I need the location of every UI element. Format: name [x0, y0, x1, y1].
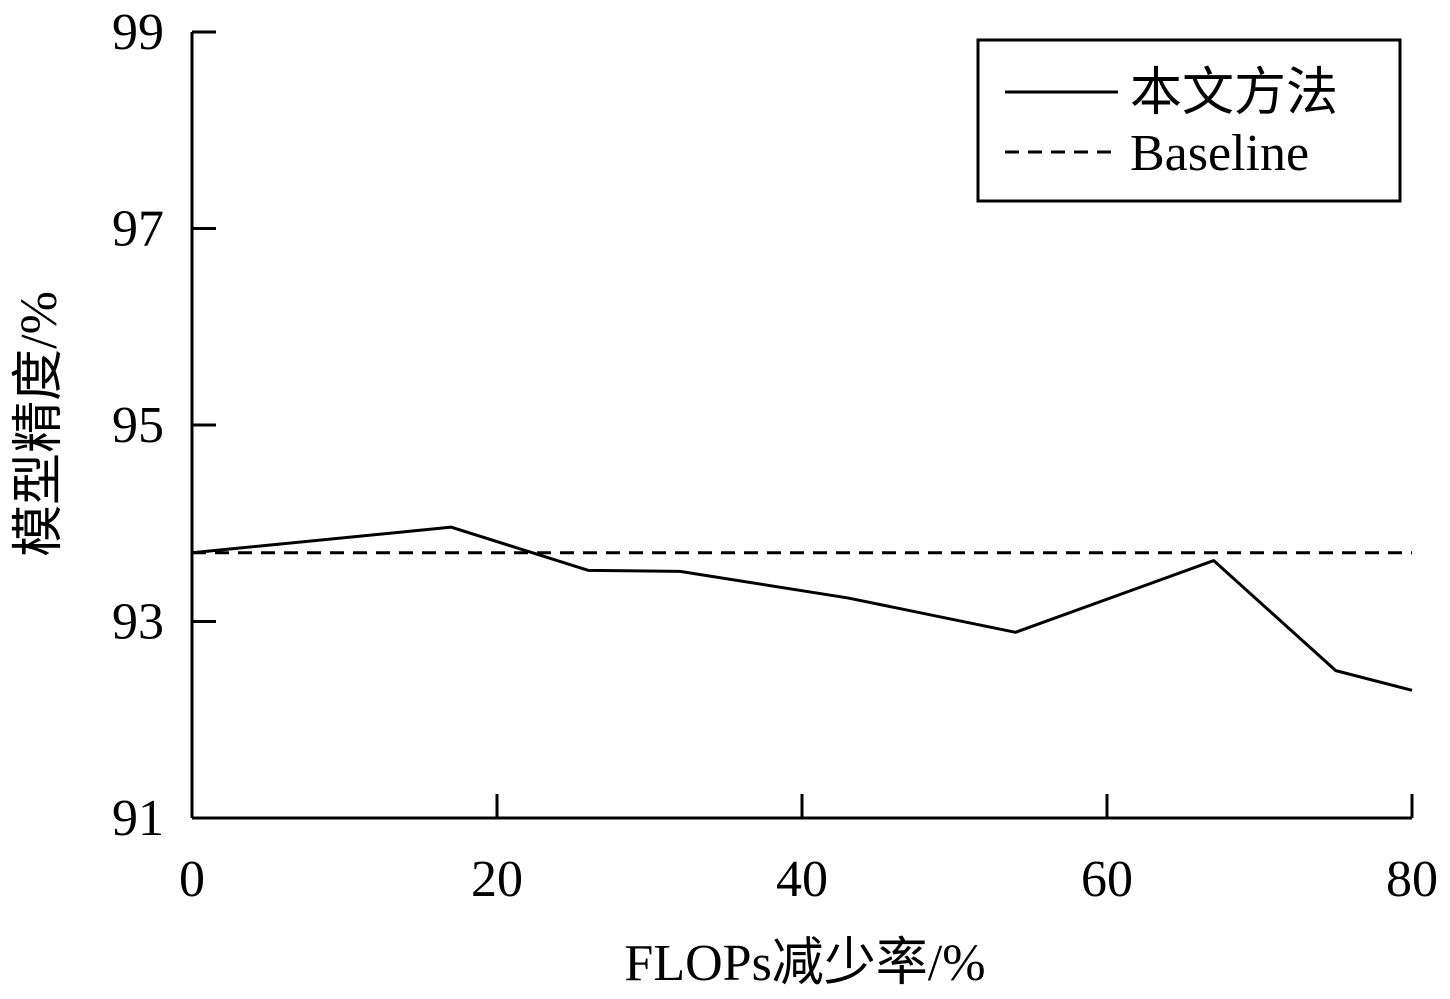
x-tick-label: 0 [179, 851, 205, 908]
series-line-method [191, 525, 1413, 692]
x-tick-label: 20 [471, 851, 523, 908]
legend-label-method: 本文方法 [1130, 65, 1338, 122]
y-axis-label: 模型精度/% [11, 291, 68, 557]
axis-ticks: 91 93 95 97 99 0 20 40 60 80 [112, 4, 1438, 908]
y-tick-label: 95 [112, 397, 164, 454]
x-tick-label: 60 [1081, 851, 1133, 908]
x-axis-label: FLOPs减少率/% [624, 935, 985, 992]
legend-box [976, 38, 1402, 203]
x-tick-label: 80 [1386, 851, 1438, 908]
y-tick-label: 91 [112, 790, 164, 847]
series-layer [191, 525, 1413, 692]
legend-label-baseline: Baseline [1130, 125, 1309, 182]
legend: 本文方法 Baseline [976, 38, 1402, 203]
y-tick-label: 97 [112, 201, 164, 258]
y-tick-label: 93 [112, 594, 164, 651]
y-tick-label: 99 [112, 4, 164, 61]
x-tick-label: 40 [776, 851, 828, 908]
